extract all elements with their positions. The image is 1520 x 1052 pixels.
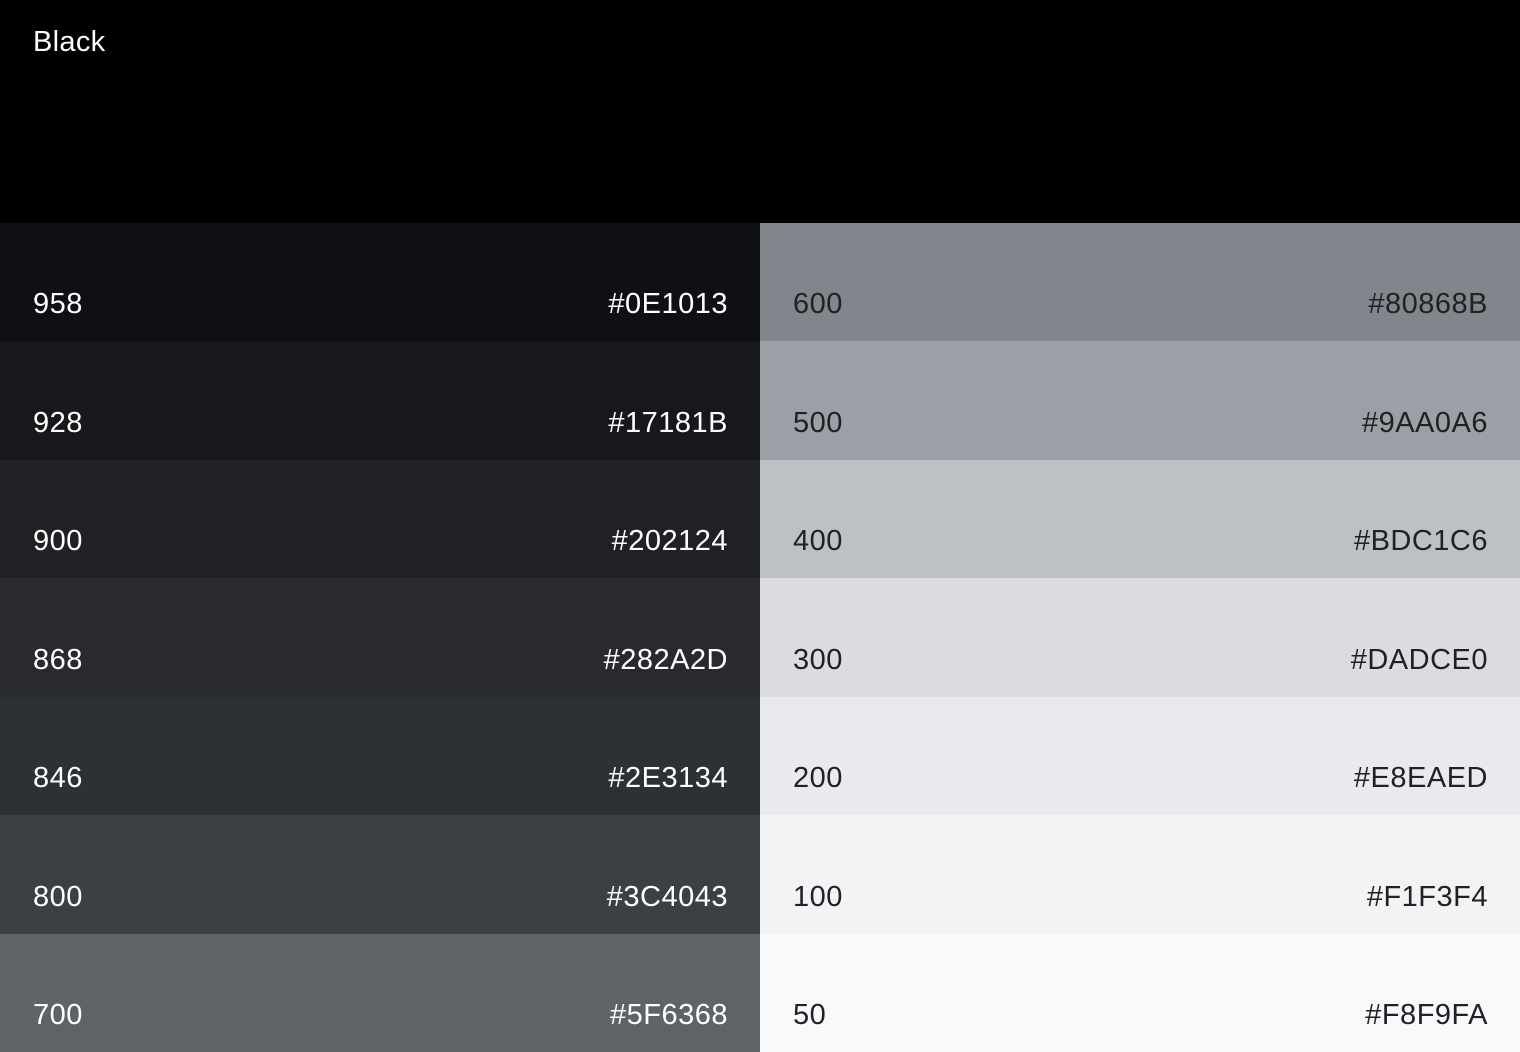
swatch-tone-label: 700 bbox=[33, 998, 83, 1031]
swatch-tone-label: 50 bbox=[793, 998, 827, 1031]
swatch-row-800: 800 #3C4043 bbox=[0, 815, 760, 934]
swatch-row-600: 600 #80868B bbox=[760, 223, 1520, 342]
swatch-row-868: 868 #282A2D bbox=[0, 578, 760, 697]
swatch-tone-label: 958 bbox=[33, 288, 83, 321]
swatch-hex-value: #80868B bbox=[1368, 288, 1488, 321]
swatch-hex-value: #E8EAED bbox=[1353, 762, 1488, 795]
swatch-tone-label: 900 bbox=[33, 525, 83, 558]
swatch-tone-label: 928 bbox=[33, 406, 83, 439]
swatch-column-light: 600 #80868B 500 #9AA0A6 400 #BDC1C6 300 … bbox=[760, 223, 1520, 1052]
swatch-row-300: 300 #DADCE0 bbox=[760, 578, 1520, 697]
swatch-tone-label: 300 bbox=[793, 643, 843, 676]
swatch-row-50: 50 #F8F9FA bbox=[760, 933, 1520, 1052]
swatch-hex-value: #F1F3F4 bbox=[1366, 880, 1488, 913]
swatch-hex-value: #DADCE0 bbox=[1350, 643, 1488, 676]
swatch-hex-value: #BDC1C6 bbox=[1353, 525, 1488, 558]
swatch-tone-label: 200 bbox=[793, 762, 843, 795]
swatch-tone-label: 100 bbox=[793, 880, 843, 913]
swatch-hex-value: #17181B bbox=[608, 406, 728, 439]
palette-header: Black bbox=[0, 0, 1520, 223]
swatch-row-846: 846 #2E3134 bbox=[0, 696, 760, 816]
swatch-tone-label: 400 bbox=[793, 525, 843, 558]
swatch-row-700: 700 #5F6368 bbox=[0, 933, 760, 1052]
swatch-hex-value: #5F6368 bbox=[610, 998, 728, 1031]
swatch-row-500: 500 #9AA0A6 bbox=[760, 341, 1520, 460]
swatch-hex-value: #F8F9FA bbox=[1365, 998, 1488, 1031]
swatch-tone-label: 846 bbox=[33, 762, 83, 795]
swatch-hex-value: #9AA0A6 bbox=[1361, 406, 1488, 439]
palette-title: Black bbox=[33, 26, 106, 58]
swatch-row-928: 928 #17181B bbox=[0, 341, 760, 460]
swatch-hex-value: #0E1013 bbox=[608, 288, 728, 321]
swatch-row-900: 900 #202124 bbox=[0, 459, 760, 579]
swatch-column-dark: 958 #0E1013 928 #17181B 900 #202124 868 … bbox=[0, 223, 760, 1052]
swatch-hex-value: #282A2D bbox=[603, 643, 728, 676]
swatch-row-200: 200 #E8EAED bbox=[760, 696, 1520, 816]
swatch-hex-value: #2E3134 bbox=[608, 762, 728, 795]
swatch-hex-value: #202124 bbox=[611, 525, 728, 558]
swatch-hex-value: #3C4043 bbox=[606, 880, 728, 913]
swatch-row-958: 958 #0E1013 bbox=[0, 223, 760, 342]
swatch-tone-label: 500 bbox=[793, 406, 843, 439]
swatch-tone-label: 868 bbox=[33, 643, 83, 676]
swatch-tone-label: 800 bbox=[33, 880, 83, 913]
swatch-row-100: 100 #F1F3F4 bbox=[760, 815, 1520, 934]
swatch-row-400: 400 #BDC1C6 bbox=[760, 459, 1520, 579]
swatch-grid: 958 #0E1013 928 #17181B 900 #202124 868 … bbox=[0, 223, 1520, 1052]
swatch-tone-label: 600 bbox=[793, 288, 843, 321]
